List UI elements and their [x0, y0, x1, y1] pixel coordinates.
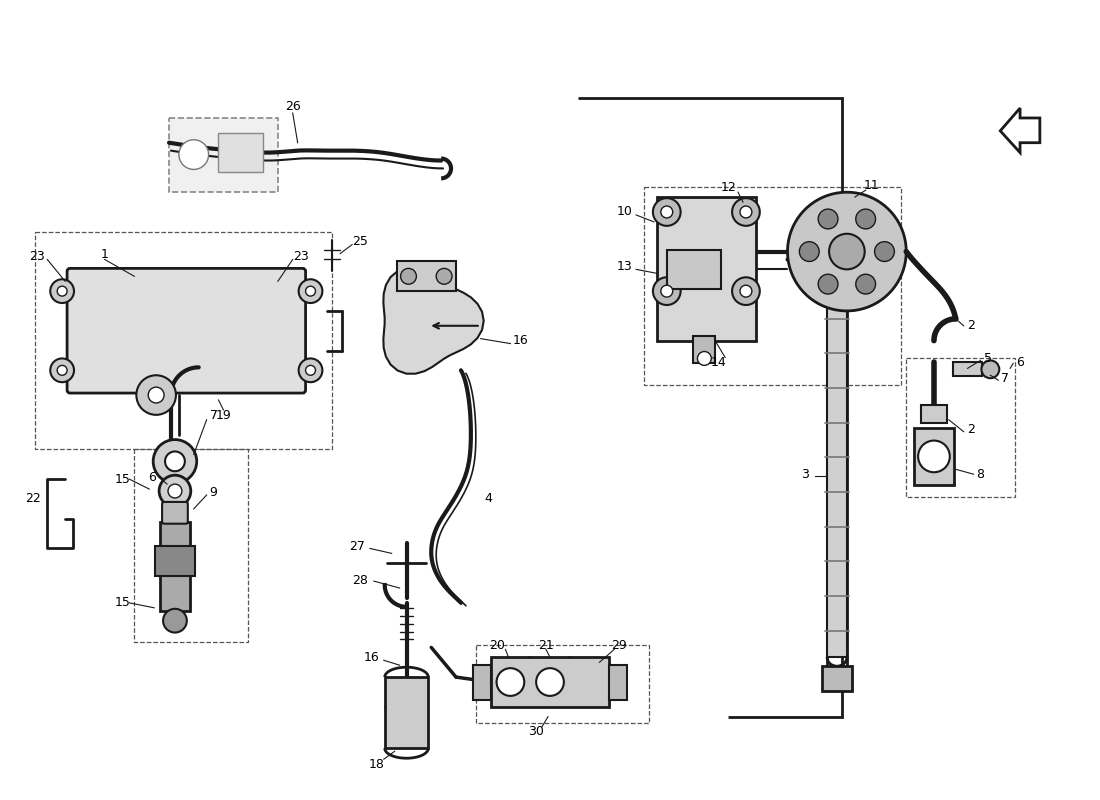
Circle shape — [740, 286, 752, 297]
Circle shape — [136, 375, 176, 415]
Circle shape — [653, 278, 681, 305]
Bar — [169, 118, 278, 192]
Text: 7: 7 — [1001, 372, 1009, 385]
Text: 9: 9 — [210, 486, 218, 498]
Circle shape — [918, 441, 949, 472]
Text: 13: 13 — [616, 260, 632, 273]
Text: 4: 4 — [485, 493, 493, 506]
Bar — [914, 428, 954, 485]
Text: 3: 3 — [802, 468, 810, 481]
Circle shape — [661, 286, 673, 297]
Circle shape — [733, 198, 760, 226]
Circle shape — [165, 451, 185, 471]
Bar — [473, 666, 491, 700]
Circle shape — [298, 358, 322, 382]
FancyBboxPatch shape — [67, 268, 306, 393]
Bar — [476, 646, 649, 722]
Circle shape — [179, 140, 209, 170]
Text: 15: 15 — [114, 596, 131, 610]
Bar — [822, 666, 851, 691]
Text: 6: 6 — [1016, 356, 1024, 369]
Circle shape — [168, 484, 182, 498]
Bar — [827, 289, 847, 658]
Text: 2: 2 — [967, 423, 975, 436]
Text: 21: 21 — [538, 639, 554, 652]
Circle shape — [818, 209, 838, 229]
FancyBboxPatch shape — [162, 502, 188, 524]
Bar — [385, 677, 428, 748]
Text: 5: 5 — [984, 352, 992, 365]
Text: 26: 26 — [285, 99, 300, 113]
Text: 7: 7 — [209, 410, 218, 422]
Text: 14: 14 — [711, 356, 726, 369]
Text: 16: 16 — [364, 650, 380, 664]
Text: 23: 23 — [293, 250, 308, 263]
Circle shape — [496, 668, 525, 696]
Bar — [35, 232, 332, 450]
Text: 19: 19 — [216, 410, 231, 422]
Circle shape — [57, 286, 67, 296]
Circle shape — [661, 206, 673, 218]
Bar — [609, 666, 627, 700]
Circle shape — [306, 286, 316, 296]
Circle shape — [697, 351, 712, 366]
Text: 15: 15 — [114, 473, 131, 486]
Bar — [155, 546, 195, 576]
Circle shape — [437, 268, 452, 284]
Circle shape — [856, 209, 876, 229]
Text: 22: 22 — [25, 493, 42, 506]
Bar — [906, 358, 1015, 497]
Bar — [219, 133, 263, 172]
Circle shape — [800, 242, 820, 262]
Circle shape — [51, 358, 74, 382]
Text: 8: 8 — [977, 468, 985, 481]
Bar — [397, 262, 456, 291]
Circle shape — [306, 366, 316, 375]
Circle shape — [733, 278, 760, 305]
Bar — [921, 405, 947, 422]
Polygon shape — [788, 192, 906, 311]
Text: 18: 18 — [368, 758, 385, 770]
Text: 1: 1 — [101, 248, 109, 261]
Text: 12: 12 — [720, 181, 736, 194]
Circle shape — [829, 234, 865, 270]
Circle shape — [153, 439, 197, 483]
Text: 11: 11 — [864, 178, 880, 192]
Circle shape — [653, 198, 681, 226]
Text: 2: 2 — [967, 319, 975, 332]
Circle shape — [298, 279, 322, 303]
Bar — [491, 658, 609, 706]
Bar — [667, 250, 722, 289]
Text: 16: 16 — [513, 334, 528, 347]
Circle shape — [400, 268, 417, 284]
Text: 28: 28 — [352, 574, 367, 586]
Circle shape — [818, 274, 838, 294]
Text: 29: 29 — [612, 639, 627, 652]
Circle shape — [148, 387, 164, 403]
Text: 27: 27 — [349, 540, 365, 553]
Bar — [953, 362, 982, 376]
Bar — [693, 336, 715, 363]
Polygon shape — [1000, 108, 1040, 153]
Text: 23: 23 — [30, 250, 45, 263]
Text: 6: 6 — [148, 470, 156, 484]
Circle shape — [163, 609, 187, 633]
Circle shape — [51, 279, 74, 303]
Text: 10: 10 — [616, 206, 632, 218]
Circle shape — [160, 475, 190, 507]
Circle shape — [740, 206, 752, 218]
Text: 30: 30 — [528, 725, 544, 738]
Text: 20: 20 — [490, 639, 506, 652]
Circle shape — [874, 242, 894, 262]
Circle shape — [536, 668, 564, 696]
Bar — [161, 522, 190, 610]
Circle shape — [57, 366, 67, 375]
Circle shape — [856, 274, 876, 294]
Bar — [657, 197, 756, 341]
Bar — [644, 187, 901, 385]
Text: 25: 25 — [352, 235, 367, 248]
Bar — [134, 450, 249, 642]
Polygon shape — [384, 268, 484, 374]
Circle shape — [981, 361, 999, 378]
